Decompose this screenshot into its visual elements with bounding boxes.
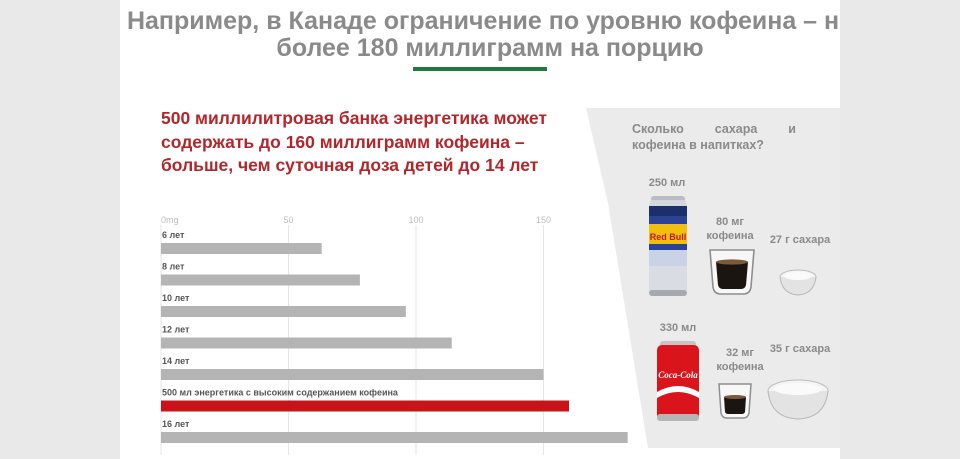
x-tick-label: 50 [283, 215, 293, 225]
category-label: 500 мл энергетика с высоким содержанием … [162, 388, 399, 398]
drink-volume-label: 250 мл [648, 177, 686, 189]
category-label: 6 лет [162, 230, 185, 240]
slide: Например, в Канаде ограничение по уровню… [120, 0, 840, 459]
bar [161, 274, 360, 286]
category-label: 10 лет [162, 293, 190, 303]
title-underline [413, 67, 547, 71]
sugar-bowl-icon [767, 379, 829, 420]
bar [161, 369, 544, 380]
drink-sugar-label: 27 г сахара [769, 234, 831, 246]
category-label: 14 лет [162, 356, 190, 366]
drink-volume-label: 330 мл [659, 322, 697, 334]
panel-title: Сколько сахара и кофеина в напитках? [632, 122, 796, 152]
drink-caffeine-label: 32 мг кофеина [716, 347, 764, 373]
headline: 500 миллилитровая банка энергетика может… [161, 108, 547, 175]
right-margin [840, 0, 960, 459]
drink-sugar-label: 35 г сахара [769, 343, 831, 355]
x-tick-label: 150 [536, 215, 551, 225]
left-margin [0, 0, 120, 459]
bar-highlighted [161, 400, 569, 412]
category-label: 12 лет [162, 325, 190, 335]
coffee-glass-icon [718, 383, 752, 419]
category-label: 8 лет [162, 262, 185, 272]
x-tick-label: 0mg [161, 215, 179, 225]
sugar-bowl-icon [779, 269, 817, 296]
drink-caffeine-label: 80 мг кофеина [706, 216, 754, 242]
coffee-glass-icon [709, 249, 755, 295]
bar [161, 337, 452, 349]
can-brand-text: Coca-Cola [658, 370, 698, 380]
bar [161, 243, 322, 254]
category-label: 16 лет [162, 419, 190, 429]
slide-title: Например, в Канаде ограничение по уровню… [126, 7, 840, 62]
x-tick-label: 100 [408, 215, 423, 225]
caffeine-bar-chart: 0mg 50 100 150 6 лет 8 лет 10 лет 12 лет 14 лет… [160, 215, 628, 455]
bar [161, 306, 406, 317]
cola-can-icon: Coca-Cola [657, 341, 699, 421]
can-brand-text: Red Bull [650, 232, 687, 242]
energy-drink-can-icon: Red Bull [649, 196, 687, 296]
bar [161, 432, 628, 443]
